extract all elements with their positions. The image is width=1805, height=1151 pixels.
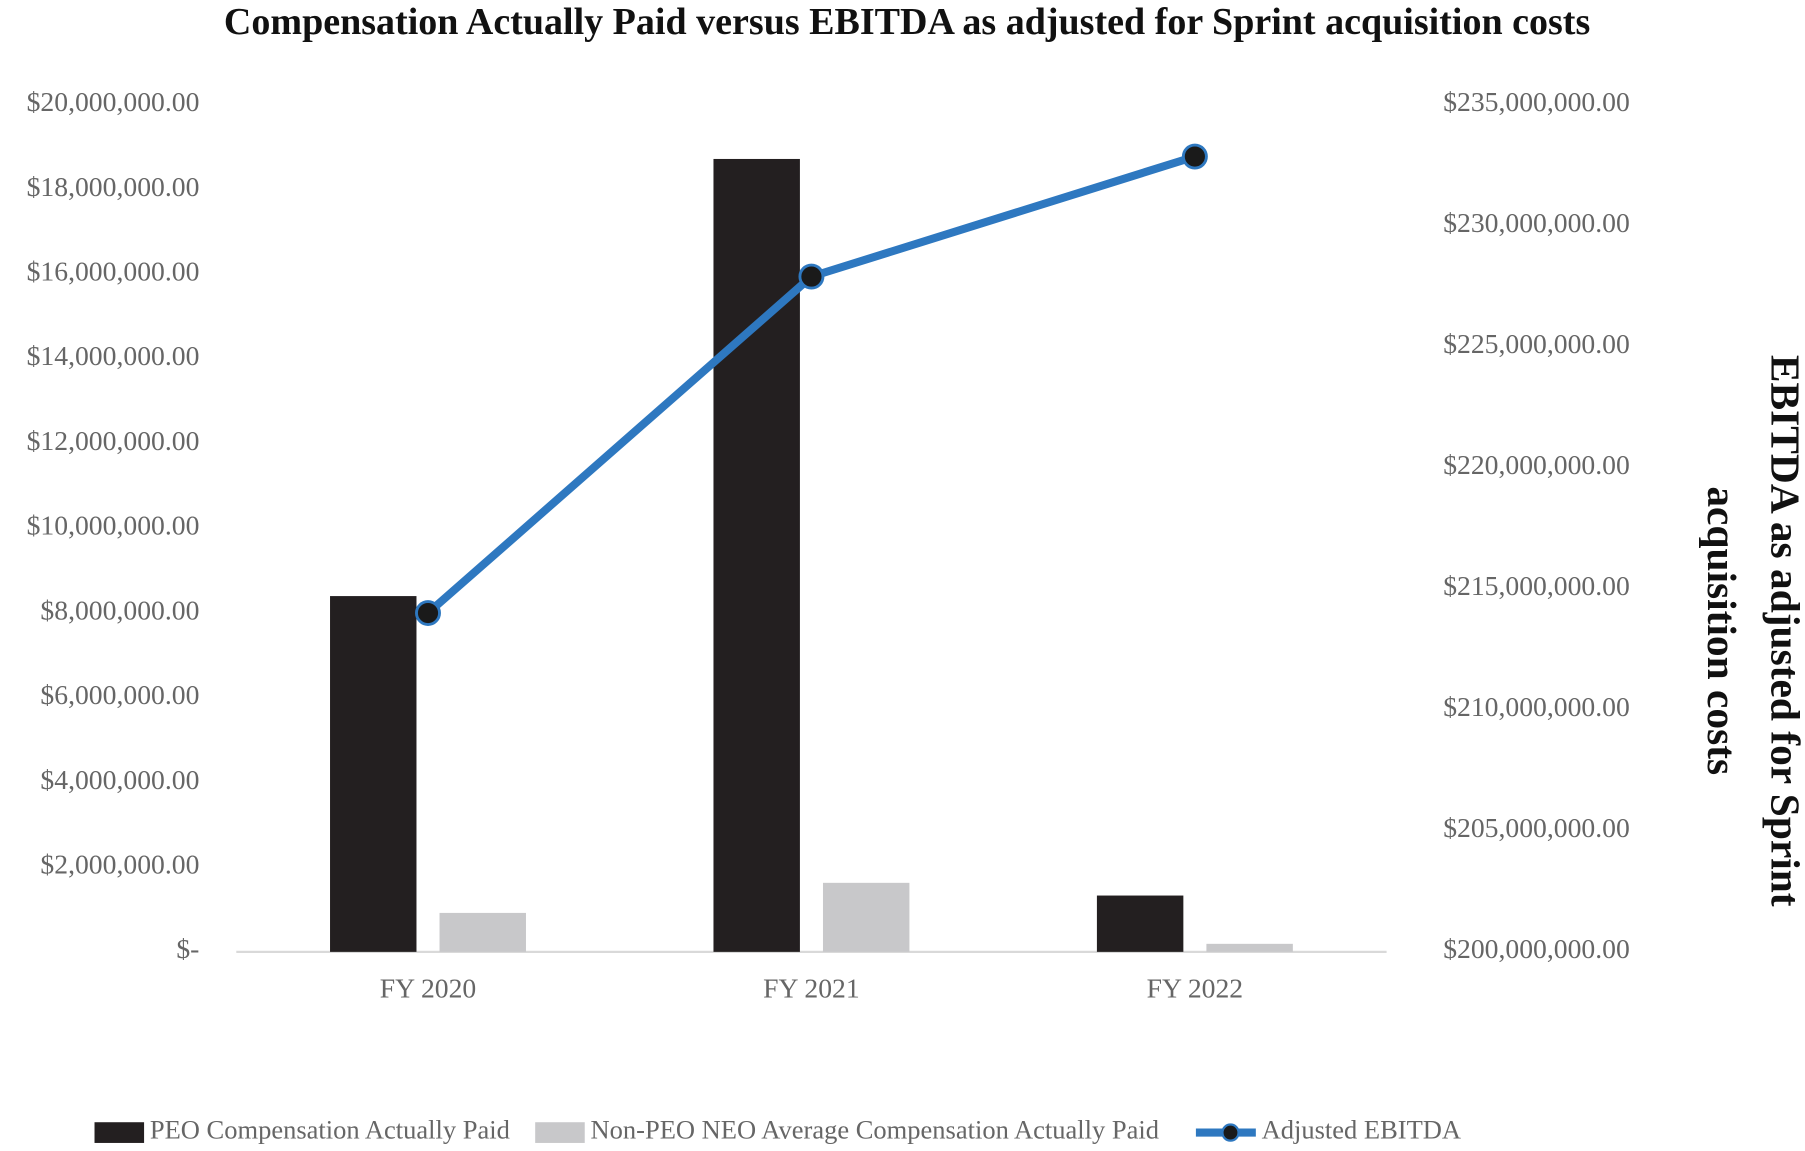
legend-item: PEO Compensation Actually Paid [94, 1115, 510, 1145]
y-tick-label: $6,000,000.00 [40, 679, 199, 710]
line-marker [798, 263, 825, 290]
legend-item: Non-PEO NEO Average Compensation Actuall… [535, 1115, 1159, 1145]
chart-title: Compensation Actually Paid versus EBITDA… [224, 1, 1590, 43]
line-marker [1181, 143, 1208, 170]
y-tick-label: $18,000,000.00 [27, 171, 200, 202]
y2-axis-title-line: acquisition costs [1699, 486, 1745, 775]
y-tick-label: $20,000,000.00 [27, 86, 200, 117]
y-tick-label: $2,000,000.00 [40, 849, 199, 880]
legend-swatch [535, 1122, 585, 1143]
y2-tick-label: $210,000,000.00 [1443, 691, 1630, 722]
line-marker [415, 600, 441, 626]
y2-axis-title-line: EBITDA as adjusted for Sprint [1762, 355, 1805, 907]
y-tick-label: $4,000,000.00 [40, 764, 199, 795]
legend-marker [1221, 1123, 1240, 1142]
bar [822, 882, 910, 952]
y-tick-label: $10,000,000.00 [27, 510, 200, 541]
y-tick-label: $- [176, 933, 199, 964]
legend-swatch [94, 1122, 145, 1143]
y2-axis-title: EBITDA as adjusted for Sprint acquisitio… [1699, 355, 1805, 907]
legend-label: Adjusted EBITDA [1262, 1115, 1461, 1145]
bar [439, 912, 526, 952]
legend-label: Non-PEO NEO Average Compensation Actuall… [591, 1115, 1160, 1145]
y2-tick-label: $235,000,000.00 [1443, 86, 1630, 117]
y-tick-label: $12,000,000.00 [27, 425, 200, 456]
y2-tick-label: $205,000,000.00 [1443, 812, 1630, 843]
y2-tick-label: $215,000,000.00 [1443, 570, 1630, 601]
bar [1096, 895, 1184, 952]
x-tick-label: FY 2021 [763, 972, 860, 1003]
y-tick-label: $8,000,000.00 [40, 594, 199, 625]
bar [1206, 943, 1293, 952]
bar [330, 596, 417, 952]
legend-item: Adjusted EBITDA [1195, 1115, 1461, 1145]
y-tick-label: $16,000,000.00 [27, 256, 200, 287]
legend-label: PEO Compensation Actually Paid [150, 1115, 510, 1145]
y2-tick-label: $225,000,000.00 [1443, 328, 1630, 359]
x-tick-label: FY 2022 [1147, 972, 1244, 1003]
y2-tick-label: $200,000,000.00 [1443, 933, 1630, 964]
x-tick-label: FY 2020 [380, 972, 477, 1003]
y-tick-label: $14,000,000.00 [27, 340, 200, 371]
line-series [425, 152, 1197, 617]
y2-tick-label: $220,000,000.00 [1443, 449, 1630, 480]
y2-tick-label: $230,000,000.00 [1443, 207, 1630, 238]
bar [713, 158, 800, 952]
